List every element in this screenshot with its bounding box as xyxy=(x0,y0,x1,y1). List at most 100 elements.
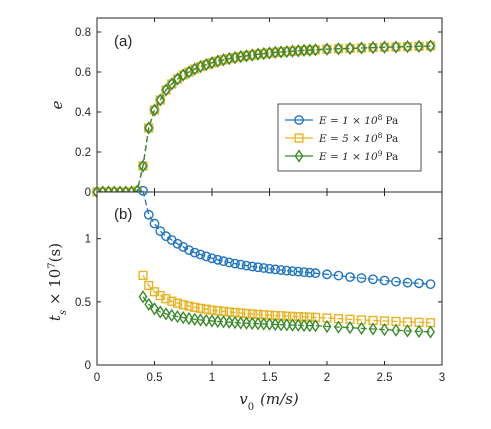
data-point xyxy=(138,185,148,196)
data-point xyxy=(144,280,154,291)
panel-b-ylabel: ts × 107(s) xyxy=(46,243,69,321)
data-point xyxy=(391,40,401,54)
x-tick-label: 0.5 xyxy=(147,372,163,384)
data-point xyxy=(311,43,320,57)
data-point xyxy=(293,318,303,332)
data-point xyxy=(190,312,200,326)
legend-label-main: E = 5 × 10 xyxy=(318,133,378,145)
legend-marker xyxy=(294,115,304,125)
data-point xyxy=(299,318,309,333)
legend-marker xyxy=(294,133,304,143)
panel-b-ylabel-unit: (s) xyxy=(46,243,64,262)
panel-b: 00.51 0 0.5 1 1.5 2 2.5 3 (b) ts × 107(s) v0 (m… xyxy=(46,185,445,413)
data-point xyxy=(213,314,223,329)
legend-entry: E = 1 × 108 Pa xyxy=(285,113,398,128)
data-point xyxy=(167,308,177,323)
data-point xyxy=(253,317,263,331)
data-point xyxy=(288,318,297,332)
x-tick-label: 1 xyxy=(209,372,215,384)
panel-b-ylabel-main: t xyxy=(46,314,64,321)
data-point xyxy=(178,300,188,310)
y-tick-label: 1 xyxy=(85,234,91,246)
panel-a-x-ticks xyxy=(96,18,443,192)
data-point xyxy=(150,302,159,316)
data-point xyxy=(212,254,223,265)
panel-b-ylabel-exp: 7 xyxy=(47,262,58,268)
data-point xyxy=(138,159,148,173)
data-point xyxy=(236,316,246,330)
x-tick-label: 2 xyxy=(324,372,330,384)
data-point xyxy=(144,121,154,135)
data-point xyxy=(276,318,286,332)
data-point xyxy=(270,264,281,275)
panel-b-frame xyxy=(96,191,443,366)
legend-label-exp: 8 xyxy=(378,113,383,122)
data-point xyxy=(155,305,165,319)
data-point xyxy=(178,310,188,325)
data-point xyxy=(426,39,435,53)
data-point xyxy=(213,306,223,316)
data-point xyxy=(322,42,332,56)
data-point xyxy=(380,40,389,54)
data-point xyxy=(190,302,200,312)
data-point xyxy=(379,275,390,286)
panel-a-label: (a) xyxy=(114,33,132,50)
data-point xyxy=(150,103,159,117)
data-point xyxy=(189,247,200,258)
data-point xyxy=(178,242,189,252)
data-point xyxy=(305,318,315,333)
data-point xyxy=(391,323,401,337)
legend-label-exp: 9 xyxy=(378,149,383,158)
data-point xyxy=(155,226,166,237)
y-tick-label: 0.6 xyxy=(75,67,91,79)
y-tick-label: 0 xyxy=(85,360,91,372)
data-point xyxy=(230,315,240,330)
data-point xyxy=(230,258,240,269)
data-point xyxy=(235,259,246,270)
data-point xyxy=(143,209,154,220)
data-point xyxy=(138,270,148,280)
data-point xyxy=(253,262,263,273)
data-point xyxy=(161,294,171,304)
data-point xyxy=(207,305,217,315)
y-tick-label: 0.5 xyxy=(75,297,91,309)
data-point xyxy=(380,322,389,337)
data-point xyxy=(167,296,177,306)
data-point xyxy=(247,261,258,272)
data-point xyxy=(403,324,412,338)
data-point xyxy=(155,290,165,301)
legend-label-main: E = 1 × 10 xyxy=(318,115,378,127)
data-point xyxy=(173,72,182,86)
data-point xyxy=(172,298,183,308)
series-diamond xyxy=(92,39,435,199)
y-tick-label: 0.4 xyxy=(75,107,92,119)
panel-b-xlabel-main: v xyxy=(239,390,248,408)
legend-label-unit: Pa xyxy=(385,115,398,127)
x-tick-label: 2.5 xyxy=(377,372,393,384)
data-point xyxy=(425,279,436,290)
data-point xyxy=(276,265,286,275)
data-point xyxy=(218,256,229,267)
series-square xyxy=(138,270,436,328)
data-point xyxy=(195,303,206,313)
data-point xyxy=(242,316,251,330)
data-point xyxy=(334,320,343,334)
data-point xyxy=(414,39,424,54)
panel-a-y-ticks: 0 0.2 0.4 0.6 0.8 xyxy=(75,27,442,199)
legend-label: E = 1 × 108 Pa xyxy=(318,113,398,128)
data-point xyxy=(345,320,355,335)
panel-b-xlabel: v0 (m/s) xyxy=(239,390,299,413)
data-point xyxy=(310,268,321,279)
data-point xyxy=(247,316,257,331)
data-point xyxy=(333,270,344,281)
legend-label-main: E = 1 × 10 xyxy=(318,151,378,163)
data-point xyxy=(207,314,217,328)
data-point xyxy=(224,257,235,268)
y-tick-label: 0.8 xyxy=(75,27,91,39)
data-point xyxy=(172,238,183,249)
panel-a-series xyxy=(92,39,436,199)
data-point xyxy=(201,251,212,262)
data-point xyxy=(299,267,309,278)
legend-items: E = 1 × 108 PaE = 5 × 108 PaE = 1 × 109 Pa xyxy=(285,113,398,163)
data-point xyxy=(196,313,205,327)
